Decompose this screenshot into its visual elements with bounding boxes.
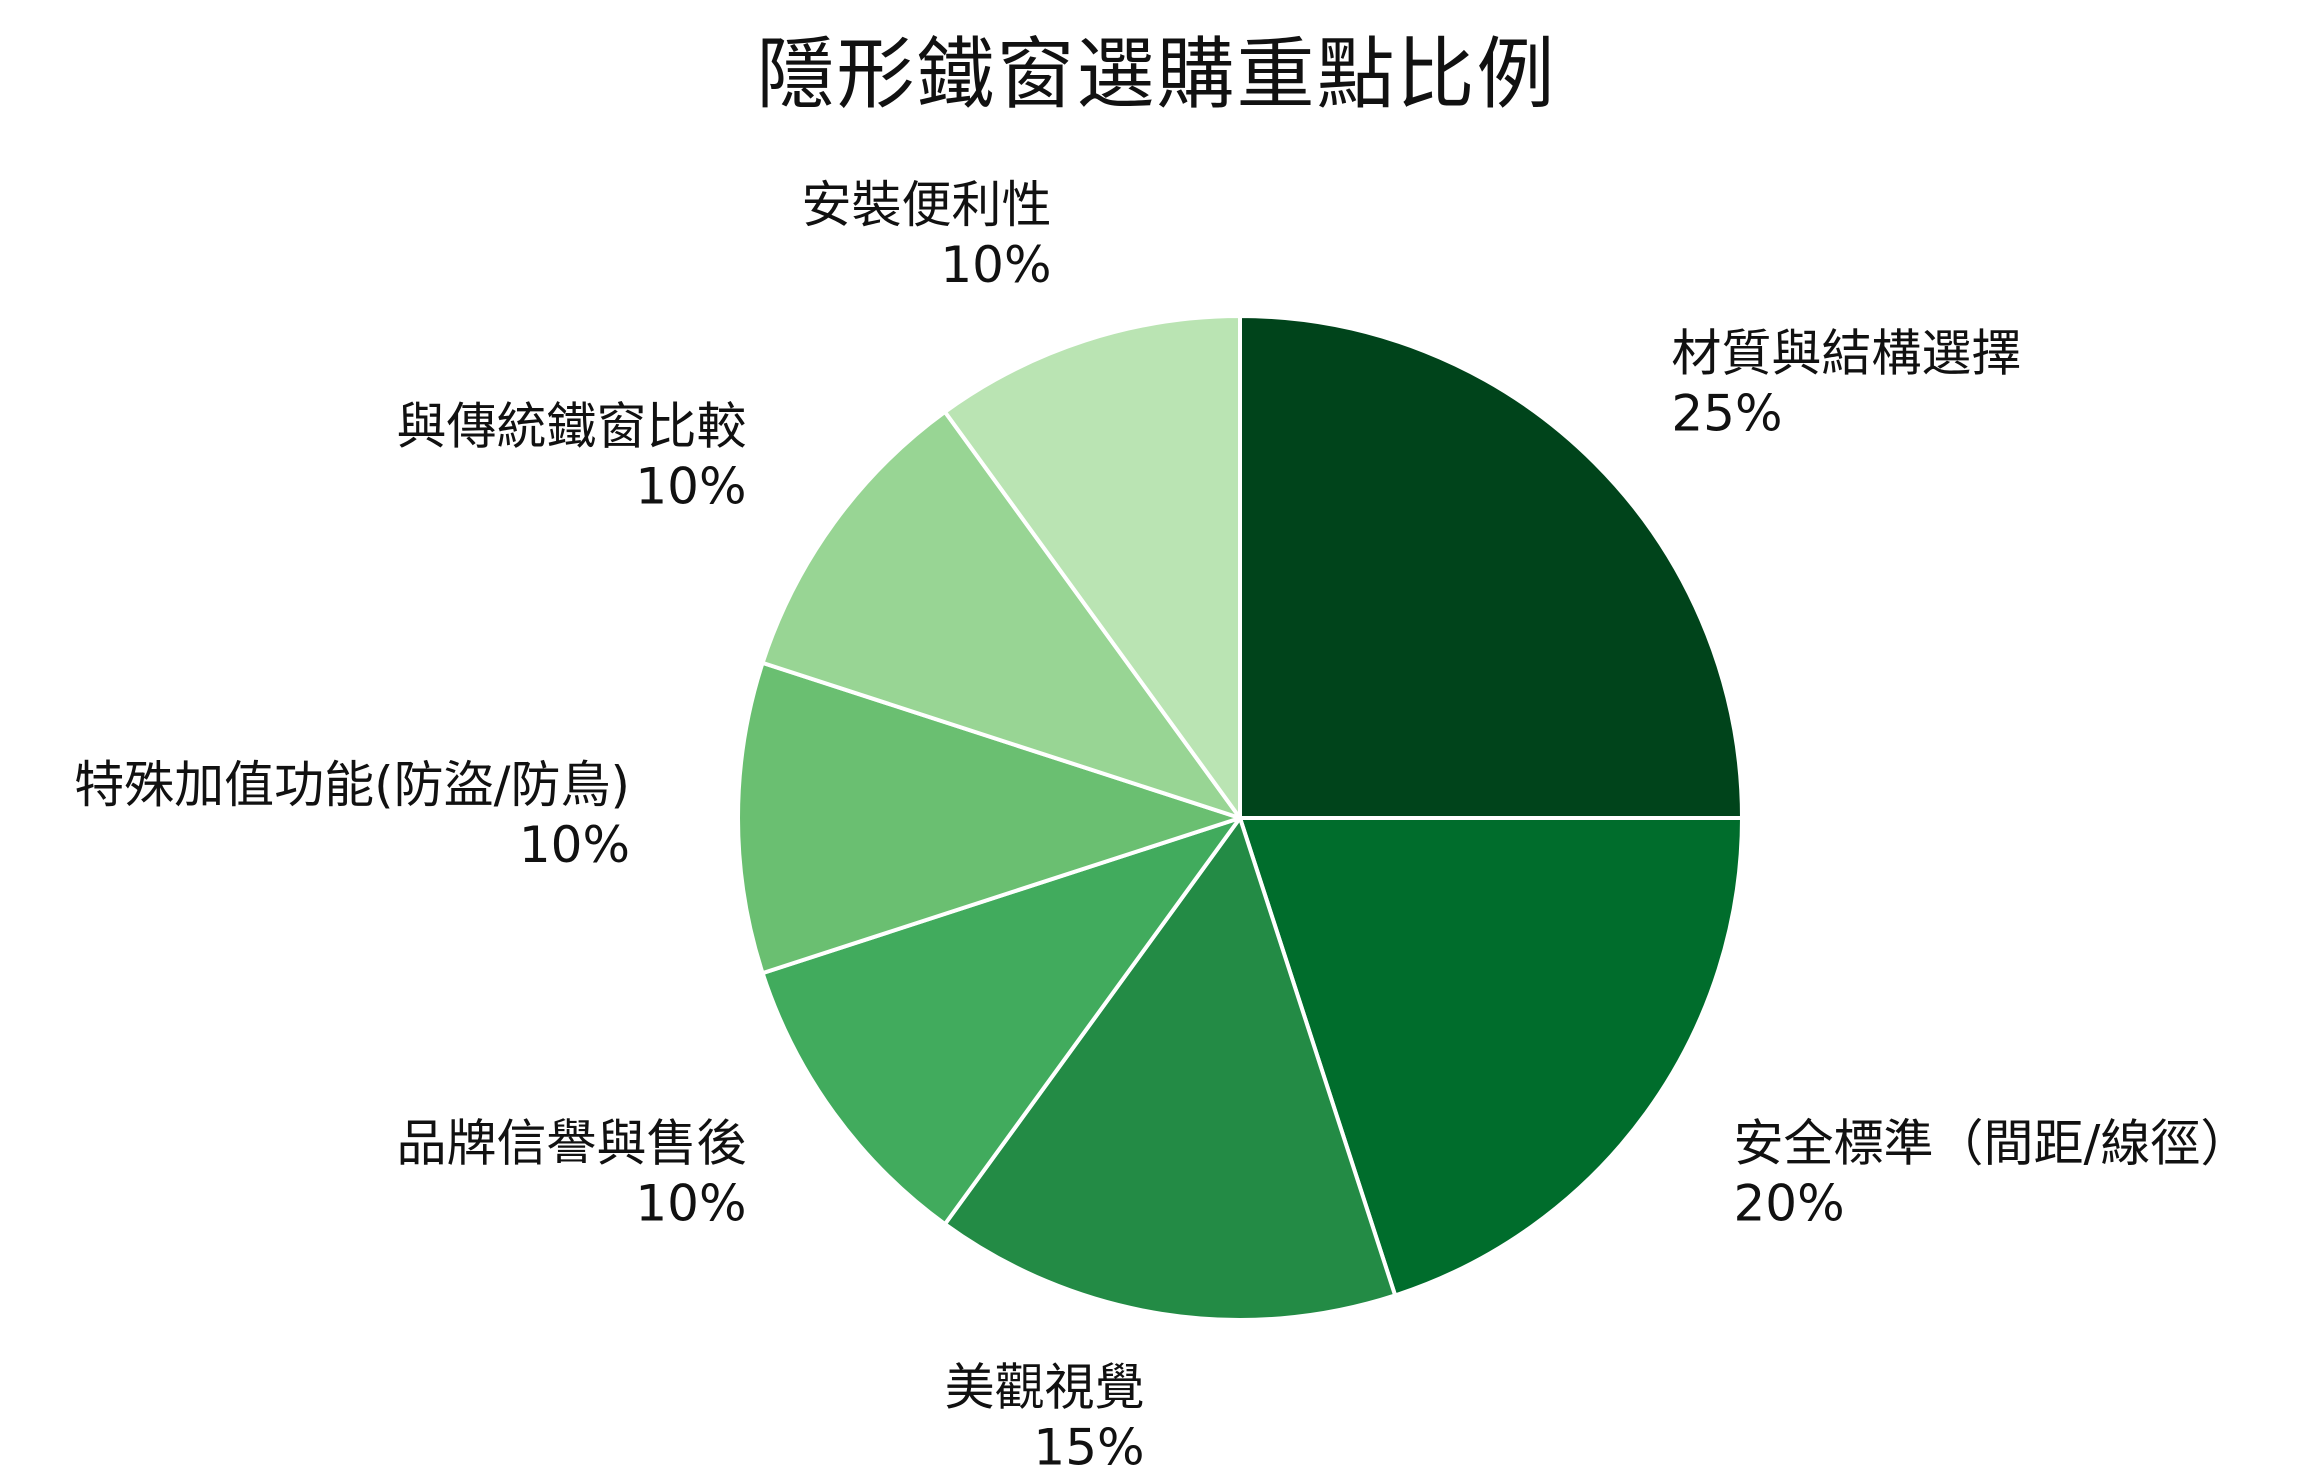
pie-slice (1238, 816, 1744, 1298)
slice-category-label: 品牌信譽與售後 (396, 1115, 746, 1173)
pie-slices (736, 314, 1744, 1322)
slice-value-label: 10% (635, 457, 746, 515)
pie-slice (760, 816, 1242, 1227)
slice-label: 安全標準（間距/線徑） 20% (1734, 1115, 2251, 1233)
slice-category-label: 美觀視覺 (945, 1358, 1145, 1416)
slice-value-label: 10% (635, 1175, 746, 1233)
slice-category-label: 特殊加值功能(防盜/防鳥) (74, 756, 630, 814)
slice-category-label: 安裝便利性 (801, 176, 1051, 234)
slice-label: 特殊加值功能(防盜/防鳥) 10% (74, 756, 630, 874)
slice-value-label: 20% (1734, 1175, 1845, 1233)
slice-label: 美觀視覺 15% (945, 1358, 1145, 1468)
slice-category-label: 與傳統鐵窗比較 (396, 397, 746, 455)
pie-labels: 材質與結構選擇 25%安全標準（間距/線徑） 20%美觀視覺 15%品牌信譽與售後 10… (74, 176, 2250, 1468)
slice-label: 安裝便利性 10% (801, 176, 1051, 294)
pie-slice (942, 816, 1398, 1322)
slice-label: 品牌信譽與售後 10% (396, 1115, 746, 1233)
chart-title: 隱形鐵窗選購重點比例 (756, 30, 1557, 120)
pie-slice (1238, 314, 1744, 820)
slice-value-label: 15% (1033, 1418, 1144, 1468)
slice-category-label: 安全標準（間距/線徑） (1734, 1115, 2251, 1173)
slice-value-label: 25% (1671, 385, 1782, 443)
pie-slice (942, 314, 1242, 820)
slice-value-label: 10% (940, 236, 1051, 294)
pie-slice (736, 660, 1242, 976)
slice-label: 材質與結構選擇 25% (1671, 325, 2021, 443)
slice-value-label: 10% (519, 816, 630, 874)
slice-category-label: 材質與結構選擇 (1671, 325, 2021, 383)
pie-slice (760, 409, 1242, 820)
slice-label: 與傳統鐵窗比較 10% (396, 397, 746, 515)
